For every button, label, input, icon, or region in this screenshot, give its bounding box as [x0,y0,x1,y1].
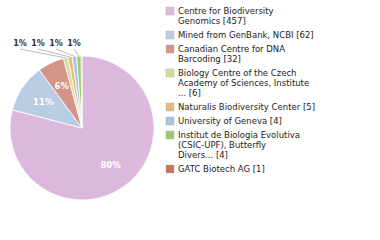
legend: Centre for BiodiversityGenomics [457] Min… [166,6,315,174]
legend-swatch [166,45,174,53]
slice [68,57,82,128]
slices [10,56,154,200]
data-label: 1% [13,39,27,48]
legend-label: Mined from GenBank, NCBI [62] [178,30,314,40]
legend-swatch [166,7,174,15]
legend-swatch [166,103,174,111]
data-label: 6% [55,81,70,91]
data-label: 1% [49,39,63,48]
leader-line [74,49,79,56]
leader-line [56,49,74,56]
slice [81,56,83,128]
legend-swatch [166,31,174,39]
legend-label: Institut de Biologia Evolutiva(CSIC-UPF)… [178,130,300,160]
data-labels: 80% 11%6% 1% 1% 1% 1% [13,39,121,170]
slice [77,56,82,128]
data-label: 1% [67,39,81,48]
legend-label: GATC Biotech AG [1] [178,164,265,174]
legend-swatch [166,117,174,125]
legend-swatch [166,131,174,139]
data-label: 80% [100,160,121,170]
slice [10,56,154,200]
legend-label: Canadian Centre for DNABarcoding [32] [178,44,285,64]
legend-swatch [166,69,174,77]
legend-label: Biology Centre of the CzechAcademy of Sc… [178,68,309,98]
data-label: 11% [33,97,54,107]
pie-chart: 80% 11%6% 1% 1% 1% 1% Centre for BiodiversityG… [0,0,380,240]
legend-label: University of Geneva [4] [178,116,282,126]
legend-swatch [166,165,174,173]
data-label: 1% [31,39,45,48]
slice [72,56,82,128]
chart-container: 80% 11%6% 1% 1% 1% 1% Centre for BiodiversityG… [0,0,380,240]
legend-label: Naturalis Biodiversity Center [5] [178,102,315,112]
legend-label: Centre for BiodiversityGenomics [457] [178,6,274,26]
